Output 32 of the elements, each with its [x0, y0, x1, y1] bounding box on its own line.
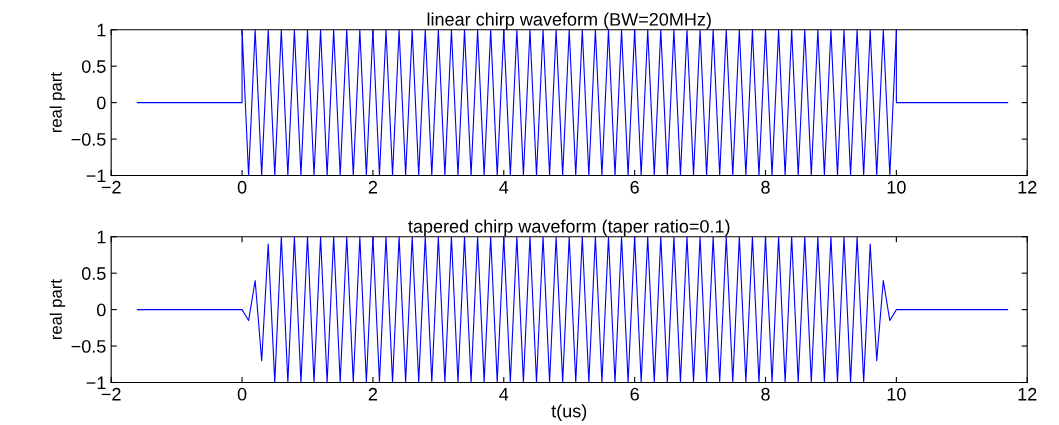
y-tick-label: 0 — [97, 96, 106, 110]
x-tick-label: 12 — [1018, 387, 1037, 401]
y-tick-label: 0.5 — [81, 267, 106, 280]
x-tick-label: 4 — [499, 388, 509, 401]
x-tick-label: −2 — [101, 387, 121, 401]
x-tick-label: 4 — [499, 181, 509, 194]
x-tick-label: 6 — [630, 180, 639, 194]
chart-title: tapered chirp waveform (taper ratio=0.1) — [408, 219, 730, 237]
x-tick-label: −2 — [101, 180, 121, 194]
y-tick-label: 0 — [97, 303, 106, 317]
line-series — [136, 236, 1009, 383]
y-tick-label: 1 — [97, 23, 106, 37]
y-tick-label: −1 — [86, 169, 106, 183]
y-tick-label: −0.5 — [71, 339, 106, 353]
x-tick-label: 10 — [887, 387, 906, 401]
y-tick-label: −1 — [86, 376, 106, 390]
x-tick-label: 12 — [1018, 180, 1037, 194]
y-tick-label: 1 — [97, 230, 106, 244]
x-tick-label: 0 — [237, 180, 247, 194]
x-axis-title: t(us) — [551, 404, 587, 422]
x-tick-label: 8 — [761, 180, 770, 194]
chart-title: linear chirp waveform (BW=20MHz) — [427, 12, 711, 30]
x-tick-label: 0 — [237, 387, 247, 401]
x-tick-label: 6 — [630, 387, 639, 401]
y-tick-label: −0.5 — [71, 133, 106, 146]
y-axis-title: real part — [49, 72, 66, 133]
y-axis-title: real part — [49, 279, 66, 340]
x-tick-label: 2 — [368, 180, 378, 194]
y-tick-label: 0.5 — [81, 60, 106, 73]
x-tick-label: 10 — [887, 180, 906, 194]
x-tick-label: 2 — [368, 387, 378, 401]
x-tick-label: 8 — [761, 387, 770, 401]
